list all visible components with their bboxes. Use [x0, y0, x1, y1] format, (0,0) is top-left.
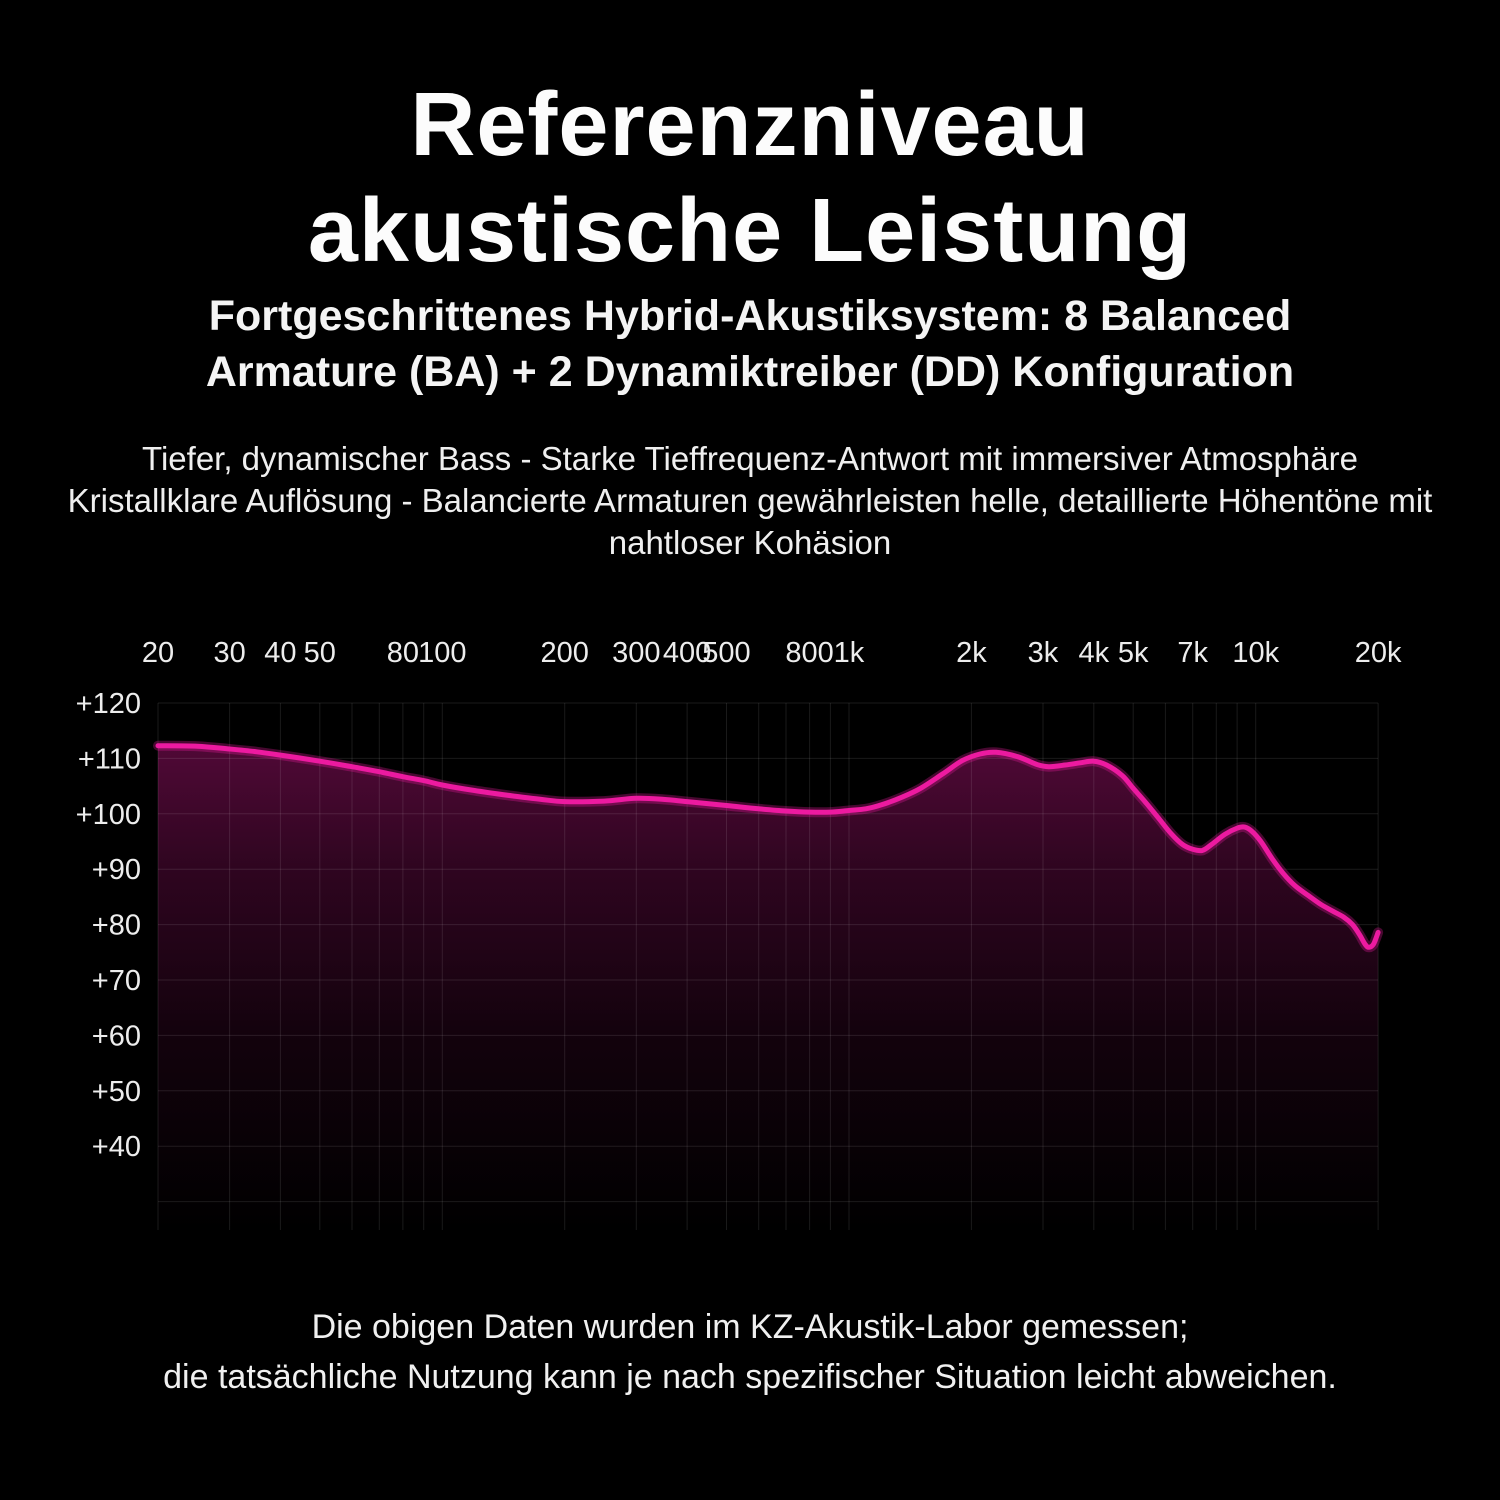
subtitle-line-2: Armature (BA) + 2 Dynamiktreiber (DD) Ko…	[205, 348, 1295, 396]
x-tick-label: 20k	[1355, 637, 1402, 669]
title-line-1: Referenzniveau	[410, 75, 1090, 175]
x-tick-label: 800	[785, 637, 833, 669]
y-tick-label: +90	[92, 854, 141, 886]
x-tick-label: 5k	[1118, 637, 1149, 669]
x-tick-label: 100	[418, 637, 466, 669]
page-title: Referenzniveau akustische Leistung	[0, 72, 1500, 284]
response-curve	[155, 743, 1381, 950]
y-tick-label: +60	[92, 1020, 141, 1052]
x-tick-label: 500	[702, 637, 750, 669]
title-line-2: akustische Leistung	[307, 181, 1193, 281]
description-line-2: Kristallklare Auflösung - Balancierte Ar…	[67, 482, 1433, 519]
x-tick-label: 7k	[1177, 637, 1208, 669]
subtitle: Fortgeschrittenes Hybrid-Akustiksystem: …	[0, 288, 1500, 400]
grid-lines	[157, 702, 1379, 1230]
footer-note: Die obigen Daten wurden im KZ-Akustik-La…	[0, 1302, 1500, 1402]
description-line-3: nahtloser Kohäsion	[608, 524, 892, 561]
x-tick-label: 40	[264, 637, 296, 669]
y-tick-label: +110	[78, 743, 141, 775]
x-tick-label: 80	[387, 637, 419, 669]
footer-line-2: die tatsächliche Nutzung kann je nach sp…	[163, 1358, 1337, 1396]
x-tick-label: 50	[304, 637, 336, 669]
x-tick-label: 2k	[956, 637, 987, 669]
y-tick-label: +40	[92, 1131, 141, 1163]
x-tick-label: 10k	[1232, 637, 1279, 669]
x-tick-label: 3k	[1028, 637, 1059, 669]
y-tick-label: +100	[76, 799, 141, 831]
area-fill	[158, 745, 1379, 1230]
x-tick-label: 4k	[1078, 637, 1109, 669]
x-tick-label: 200	[541, 637, 589, 669]
y-tick-label: +50	[92, 1076, 141, 1108]
y-tick-label: +120	[76, 688, 141, 720]
frequency-response-chart: 20 30 40 50 80 100 200 300 400 500 800 1k 2k 3k 4k 5k 7k…	[0, 620, 1500, 1280]
x-tick-label: 300	[612, 637, 660, 669]
x-tick-label: 20	[142, 637, 174, 669]
description-line-1: Tiefer, dynamischer Bass - Starke Tieffr…	[142, 440, 1358, 477]
x-tick-label: 30	[213, 637, 245, 669]
x-tick-label: 1k	[834, 637, 865, 669]
y-tick-label: +80	[92, 910, 141, 942]
description: Tiefer, dynamischer Bass - Starke Tieffr…	[0, 438, 1500, 564]
y-tick-label: +70	[92, 965, 141, 997]
subtitle-line-1: Fortgeschrittenes Hybrid-Akustiksystem: …	[208, 292, 1292, 340]
footer-line-1: Die obigen Daten wurden im KZ-Akustik-La…	[311, 1308, 1189, 1346]
x-tick-label: 400	[663, 637, 711, 669]
